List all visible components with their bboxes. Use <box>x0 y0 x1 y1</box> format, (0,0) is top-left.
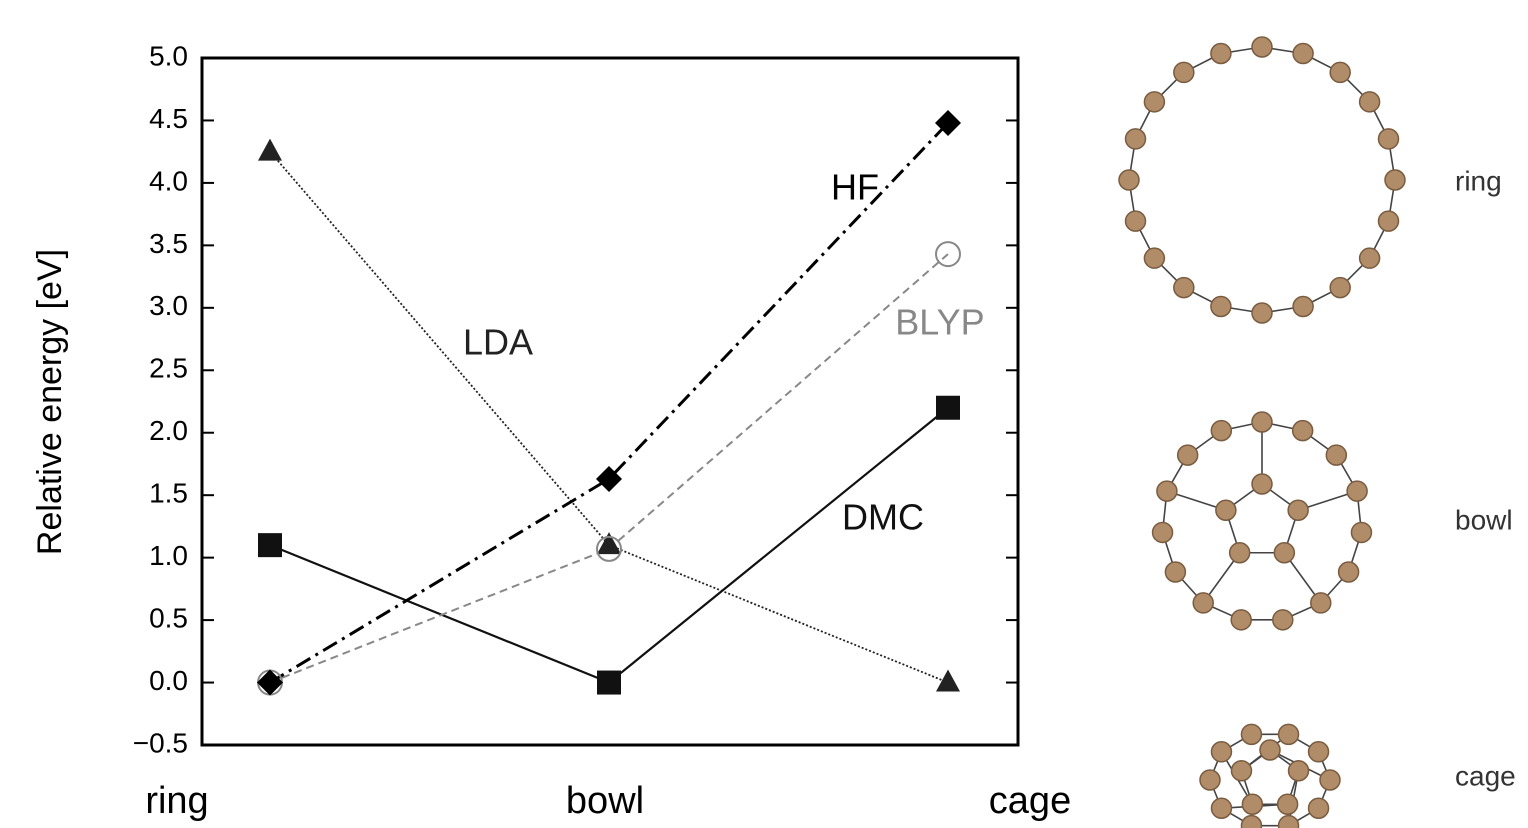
atom <box>1211 742 1231 762</box>
atom <box>1157 481 1177 501</box>
plot-frame <box>202 58 1018 745</box>
atom <box>1320 770 1340 790</box>
atom <box>1178 445 1198 465</box>
y-axis-label: Relative energy [eV] <box>31 249 69 555</box>
atom <box>1293 421 1313 441</box>
atom <box>1241 724 1261 744</box>
marker-triangle <box>936 670 960 692</box>
atom <box>1378 129 1398 149</box>
marker-triangle <box>597 532 621 554</box>
y-tick-label: 2.0 <box>149 415 188 446</box>
x-tick-label: cage <box>989 780 1071 822</box>
atom <box>1126 129 1146 149</box>
atom <box>1279 816 1299 828</box>
atom <box>1326 445 1346 465</box>
atom <box>1278 794 1298 814</box>
atom <box>1211 798 1231 818</box>
atom <box>1339 562 1359 582</box>
atom <box>1309 798 1329 818</box>
atom <box>1165 562 1185 582</box>
figure: Relative energy [eV] −0.5 0.0 0.5 1.0 1.5 2.0… <box>0 0 1528 828</box>
series-label: HF <box>831 167 879 208</box>
y-tick-label: 0.0 <box>149 665 188 696</box>
atom <box>1230 543 1250 563</box>
series-label: BLYP <box>895 302 984 343</box>
x-tick-label: bowl <box>566 780 644 822</box>
atom <box>1126 211 1146 231</box>
atom <box>1231 761 1251 781</box>
atom <box>1241 816 1261 828</box>
atom <box>1119 170 1139 190</box>
atom <box>1252 412 1272 432</box>
y-tick-label: 2.5 <box>149 353 188 384</box>
atom <box>1289 761 1309 781</box>
atom <box>1144 92 1164 112</box>
atom <box>1193 593 1213 613</box>
atom <box>1211 296 1231 316</box>
atom <box>1293 296 1313 316</box>
atom <box>1211 421 1231 441</box>
atom <box>1330 278 1350 298</box>
atom <box>1174 62 1194 82</box>
structure-label: cage <box>1455 760 1516 791</box>
marker-square <box>597 671 621 695</box>
atom <box>1330 62 1350 82</box>
marker-square <box>936 396 960 420</box>
atom <box>1242 794 1262 814</box>
atom <box>1144 248 1164 268</box>
atom <box>1309 742 1329 762</box>
atom <box>1311 593 1331 613</box>
marker-triangle <box>258 139 282 161</box>
y-tick-label: 1.0 <box>149 540 188 571</box>
x-tick-label: ring <box>145 780 208 822</box>
atom <box>1288 500 1308 520</box>
atom <box>1360 92 1380 112</box>
atom <box>1293 44 1313 64</box>
atom <box>1360 248 1380 268</box>
y-tick-label: 5.0 <box>149 40 188 71</box>
atom <box>1252 474 1272 494</box>
atom <box>1274 543 1294 563</box>
atom <box>1153 522 1173 542</box>
y-tick-label: 3.5 <box>149 228 188 259</box>
atom <box>1378 211 1398 231</box>
structure-label: ring <box>1455 165 1502 196</box>
series-label: DMC <box>842 497 924 538</box>
atom <box>1273 610 1293 630</box>
atom <box>1351 522 1371 542</box>
y-tick-label: 1.5 <box>149 478 188 509</box>
y-tick-label: 4.0 <box>149 165 188 196</box>
y-tick-label: 4.5 <box>149 103 188 134</box>
y-tick-label: 3.0 <box>149 290 188 321</box>
atom <box>1385 170 1405 190</box>
y-tick-label: −0.5 <box>133 727 188 758</box>
series-line <box>270 152 948 683</box>
series-label: LDA <box>463 322 533 363</box>
atom <box>1260 740 1280 760</box>
atom <box>1174 278 1194 298</box>
atom <box>1211 44 1231 64</box>
marker-square <box>258 533 282 557</box>
atom <box>1279 724 1299 744</box>
atom <box>1200 770 1220 790</box>
atom <box>1252 37 1272 57</box>
atom <box>1216 500 1236 520</box>
atom <box>1252 303 1272 323</box>
atom <box>1347 481 1367 501</box>
y-tick-label: 0.5 <box>149 602 188 633</box>
atom <box>1231 610 1251 630</box>
structure-label: bowl <box>1455 504 1513 535</box>
molecule-images <box>1119 37 1405 828</box>
